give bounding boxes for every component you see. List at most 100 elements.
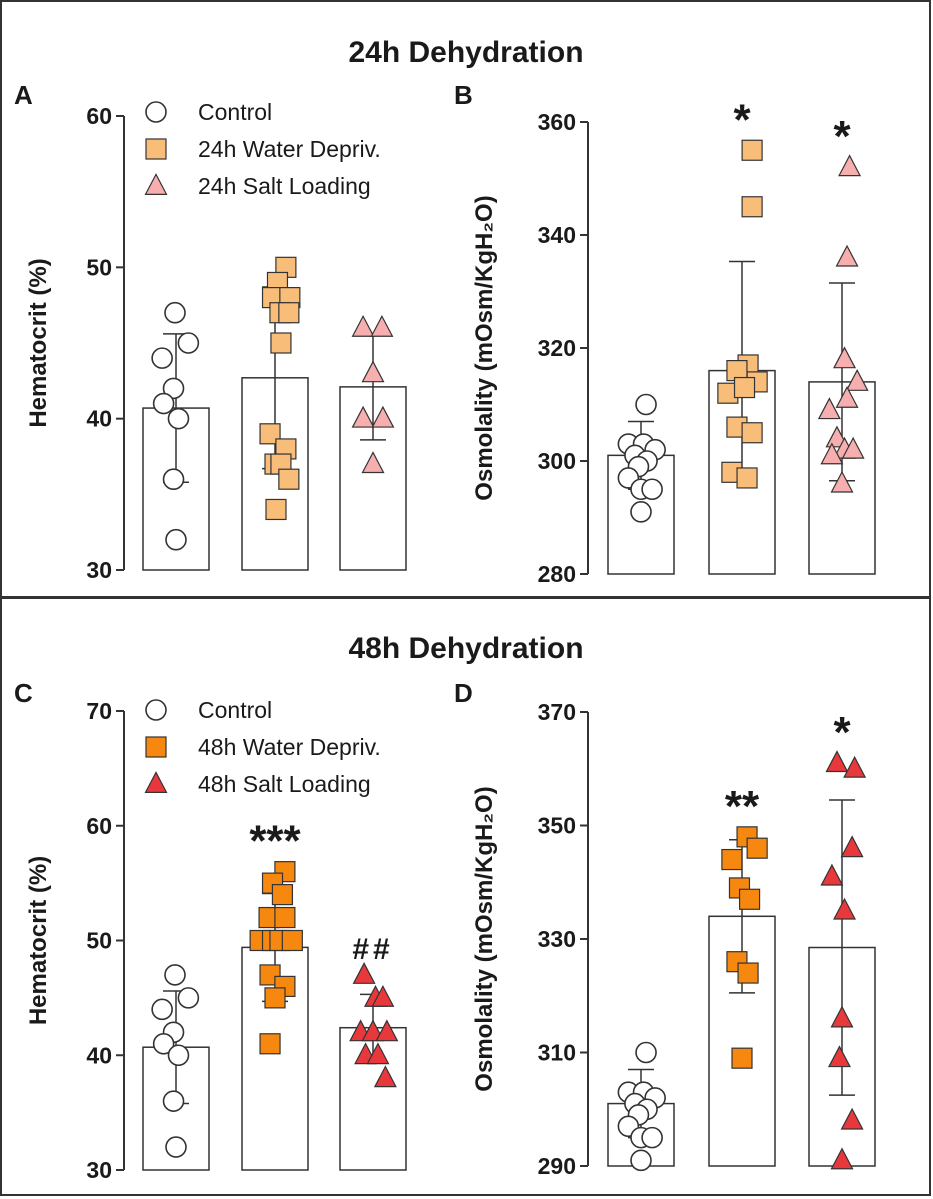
- panel-d-ytick-label-0: 290: [538, 1153, 576, 1179]
- panel-c-series-0-point-1: [151, 998, 173, 1021]
- panel-c-series-2-point-7: [366, 1042, 390, 1065]
- panel-d-series-1-point-4: [738, 888, 761, 910]
- panel-a-legend-label-0: Control: [198, 99, 272, 125]
- panel-c-series-1-point-11: [264, 987, 286, 1009]
- panel-b-series-1-point-8: [741, 422, 763, 444]
- panel-a-series-0-point-0: [164, 301, 186, 324]
- panel-c-legend-marker-1: [145, 736, 167, 758]
- panel-d-series-1-point-1: [721, 848, 743, 871]
- panel-c-series-0-point-6: [162, 1090, 185, 1112]
- panel-a-series-0-point-2: [177, 332, 200, 354]
- panel-c-series-2-point-0: [352, 962, 376, 984]
- panel-d-series-1-point-7: [731, 1047, 753, 1069]
- panel-d-ytick-label-2: 330: [538, 926, 576, 952]
- panel-c-annotation-2: ##: [352, 933, 393, 966]
- panel-a-ytick-label-0: 30: [86, 557, 112, 583]
- panel-c-legend-label-0: Control: [198, 697, 272, 723]
- section-border-48h: [0, 597, 931, 1196]
- panel-a-legend-marker-0: [145, 101, 167, 123]
- panel-c-series-0-point-5: [167, 1044, 190, 1067]
- panel-d-series-2-point-3: [820, 863, 844, 886]
- panel-a-series-1-point-7: [259, 423, 281, 445]
- panel-d-series-0-point-0: [635, 1041, 657, 1064]
- panel-c-series-1-point-8: [281, 929, 303, 952]
- panel-c-ytick-label-4: 70: [86, 698, 112, 724]
- panel-a-series-0-point-7: [165, 528, 187, 551]
- panel-c-series-2-point-8: [373, 1065, 397, 1088]
- panel-d-series-2-point-0: [825, 750, 849, 773]
- panel-c-annotation-1: ***: [249, 817, 301, 866]
- panel-a-series-2-point-0: [351, 314, 375, 337]
- panel-c-ytick-label-2: 50: [86, 928, 112, 954]
- panel-c-chart: 30 40 50 60 70 Hematocrit (%) *** ## Control 48h …: [25, 697, 407, 1183]
- panel-c-series-0-point-2: [177, 987, 200, 1009]
- panel-label-b: B: [454, 80, 473, 110]
- panel-a-series-2-point-4: [371, 405, 395, 428]
- panel-c-series-1-point-4: [274, 906, 296, 929]
- panel-c-ytick-label-0: 30: [86, 1157, 112, 1183]
- panel-a-chart: 30 40 50 60 Hematocrit (%) Control 24h Water D…: [25, 99, 407, 583]
- panel-c-series-0-point-7: [165, 1136, 187, 1158]
- panel-b-series-2-point-5: [835, 385, 859, 408]
- panel-d-series-1-point-6: [737, 962, 759, 984]
- panel-label-c: C: [14, 678, 33, 708]
- panel-a-series-2-point-5: [361, 451, 385, 474]
- panel-d-series-0-point-9: [641, 1126, 663, 1149]
- panel-b-series-2-point-4: [817, 397, 841, 420]
- panel-a-series-0-point-1: [151, 347, 173, 369]
- panel-b-series-2-point-3: [845, 369, 869, 391]
- panel-b-annotation-2: *: [833, 112, 851, 161]
- panel-c-series-2-point-2: [371, 984, 395, 1007]
- panel-d-series-2-point-5: [830, 1005, 854, 1028]
- panel-d-series-0-point-10: [630, 1149, 652, 1172]
- panel-c-ytick-label-3: 60: [86, 813, 112, 839]
- panel-a-series-2-point-1: [370, 314, 394, 337]
- panel-d-annotation-2: *: [833, 708, 851, 757]
- panel-a-legend-marker-2: [144, 173, 168, 195]
- panel-c-legend-marker-2: [144, 771, 168, 794]
- panel-b-series-0-point-0: [635, 393, 657, 416]
- panel-label-d: D: [454, 678, 473, 708]
- panel-a-ytick-label-3: 60: [86, 103, 112, 129]
- panel-d-ytick-label-1: 310: [538, 1040, 576, 1066]
- section-title-48h: 48h Dehydration: [348, 632, 583, 665]
- panel-d-series-2-point-2: [840, 835, 864, 858]
- panel-b-ytick-label-4: 360: [538, 109, 576, 135]
- panel-d-series-2-point-8: [830, 1147, 854, 1170]
- panel-a-ylabel: Hematocrit (%): [25, 258, 52, 427]
- panel-a-series-1-point-12: [265, 498, 287, 521]
- panel-b-ytick-label-3: 340: [538, 222, 576, 248]
- panel-d-series-2-point-1: [843, 755, 867, 778]
- panel-a-legend-label-2: 24h Salt Loading: [198, 173, 371, 199]
- panel-b-series-0-point-10: [630, 501, 652, 523]
- panel-a-series-0-point-5: [167, 407, 190, 430]
- panel-b-series-2-point-10: [830, 470, 854, 493]
- panel-d-ytick-label-4: 370: [538, 699, 576, 725]
- panel-c-series-2-point-4: [361, 1019, 385, 1042]
- panel-a-ytick-label-2: 50: [86, 254, 112, 280]
- panel-a-series-1-point-5: [278, 302, 300, 324]
- panel-b-series-2-point-8: [820, 442, 844, 465]
- panel-b-series-2-point-0: [838, 154, 862, 177]
- panel-b-ylabel: Osmolality (mOsm/KgH₂O): [471, 195, 498, 500]
- panel-b-ytick-label-2: 320: [538, 335, 576, 361]
- panel-a-series-2-point-3: [351, 405, 375, 428]
- panel-c-legend-marker-0: [145, 699, 167, 721]
- section-title-24h: 24h Dehydration: [348, 36, 583, 69]
- panel-c-ylabel: Hematocrit (%): [25, 856, 52, 1025]
- panel-b-series-2-point-9: [841, 436, 865, 459]
- panel-d-series-1-point-2: [746, 837, 768, 859]
- panel-b-annotation-1: *: [733, 95, 751, 144]
- panel-a-series-2-point-2: [361, 360, 385, 383]
- panel-a-series-0-point-3: [162, 377, 185, 400]
- panel-c-series-2-point-5: [375, 1019, 399, 1042]
- panel-b-ytick-label-1: 300: [538, 448, 576, 474]
- panel-b-ytick-label-0: 280: [538, 561, 576, 587]
- panel-b-series-1-point-6: [733, 376, 756, 399]
- panel-a-series-0-point-6: [162, 468, 185, 491]
- panel-c-series-0-point-4: [152, 1032, 175, 1055]
- panel-c-series-0-point-0: [164, 964, 186, 986]
- panel-a-ytick-label-1: 40: [86, 406, 112, 432]
- panel-b-series-1-point-10: [736, 467, 758, 489]
